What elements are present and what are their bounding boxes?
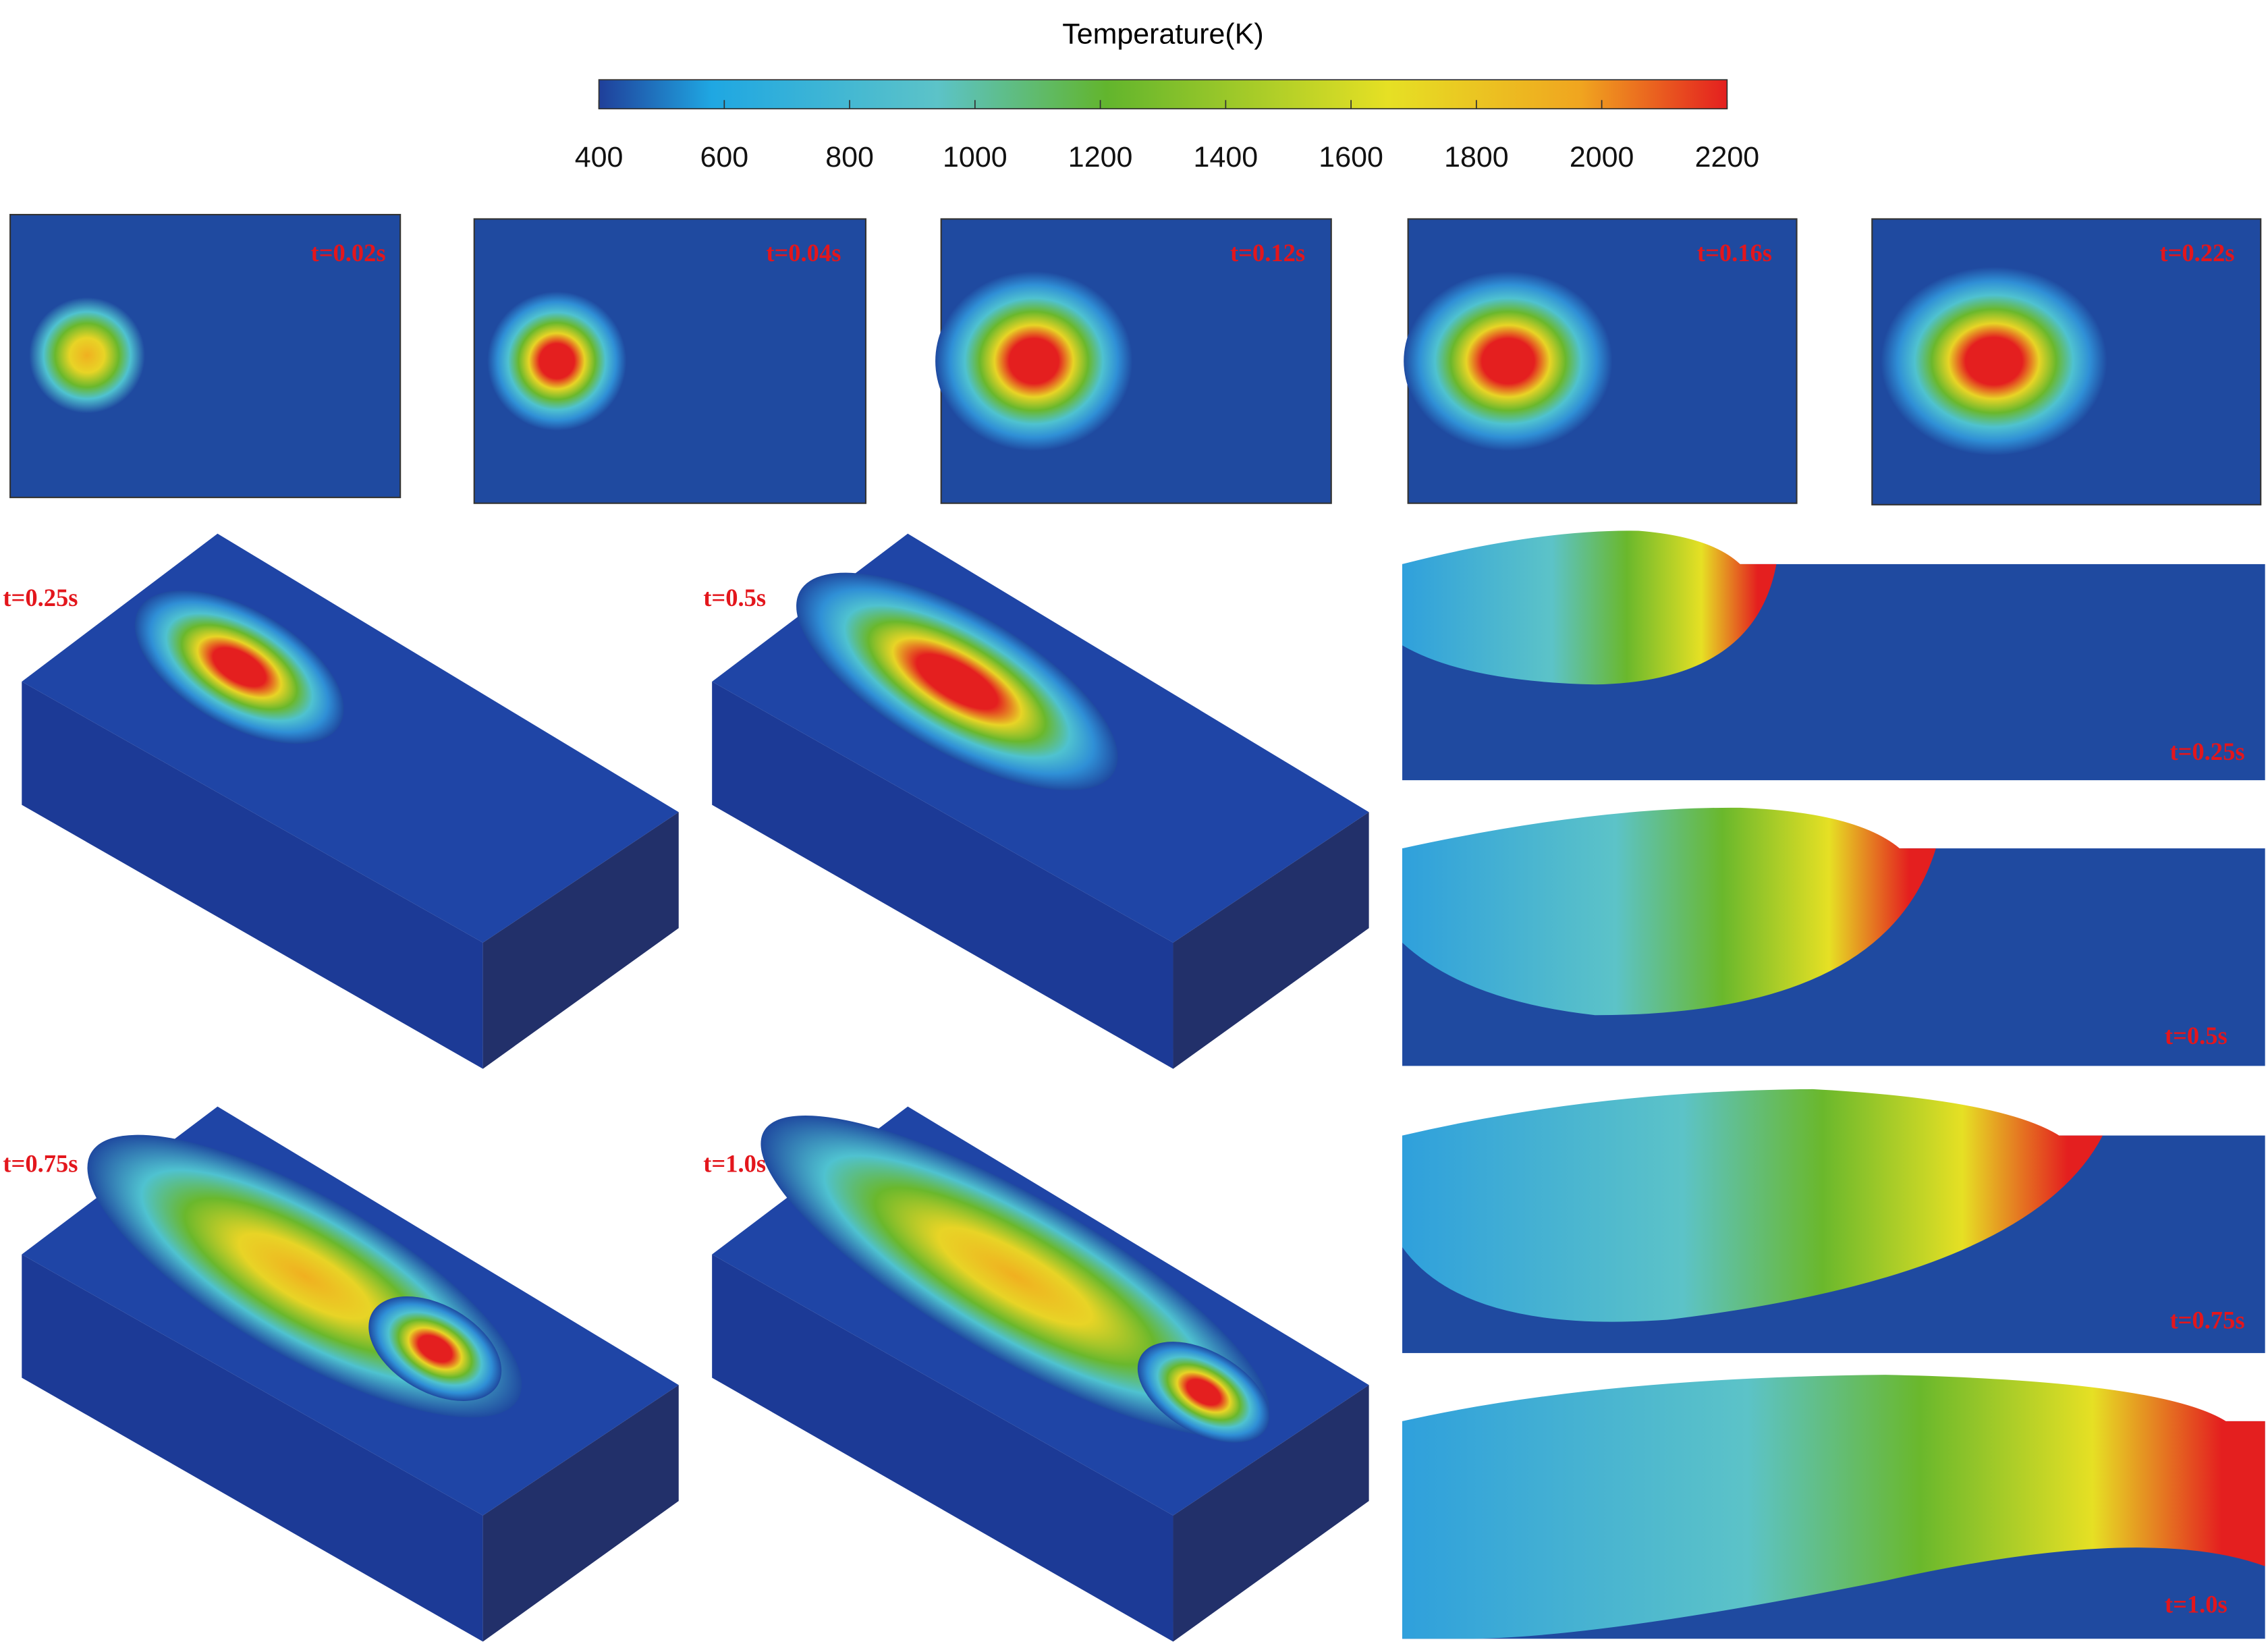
colorbar-tick-label: 2200 [1695,141,1760,173]
top-views: t=0.02s t=0.04s t=0.12s t=0.16s t=0.22s [9,213,2262,505]
panel-label: t=0.75s [2169,1306,2244,1334]
colorbar-tick-label: 800 [825,141,874,173]
colorbar-tick-label: 1000 [943,141,1007,173]
views-3d: t=0.25s t=0.5s t=0.75s t=1.0s [3,533,1369,1642]
panel-label: t=0.5s [2165,1022,2228,1049]
panel-label: t=1.0s [2165,1591,2228,1618]
colorbar-tick-label: 2000 [1570,141,1634,173]
panel-label: t=0.75s [3,1149,78,1177]
sections: t=0.25s t=0.5s t=0.75s t=1.0s [1402,530,2265,1639]
panel-label: t=0.04s [766,239,841,267]
colorbar-tick-label: 400 [575,141,624,173]
panel-label: t=0.16s [1697,239,1772,267]
colorbar-title: Temperature(K) [1062,18,1264,50]
panel-label: t=0.25s [3,584,78,611]
panel-label: t=0.22s [2159,239,2234,267]
panel-label: t=1.0s [703,1149,766,1177]
colorbar [598,79,1728,110]
colorbar-ticks: 400 600 800 1000 1200 1400 1600 1800 2000 2200 [575,100,1759,173]
panel-label: t=0.5s [703,584,766,611]
colorbar-tick-label: 600 [700,141,748,173]
panel-label: t=0.12s [1230,239,1305,267]
colorbar-tick-label: 1600 [1319,141,1383,173]
panel-label: t=0.02s [311,239,386,267]
colorbar-tick-label: 1200 [1068,141,1133,173]
colorbar-tick-label: 1800 [1444,141,1509,173]
colorbar-tick-label: 1400 [1194,141,1259,173]
panel-label: t=0.25s [2169,738,2244,765]
